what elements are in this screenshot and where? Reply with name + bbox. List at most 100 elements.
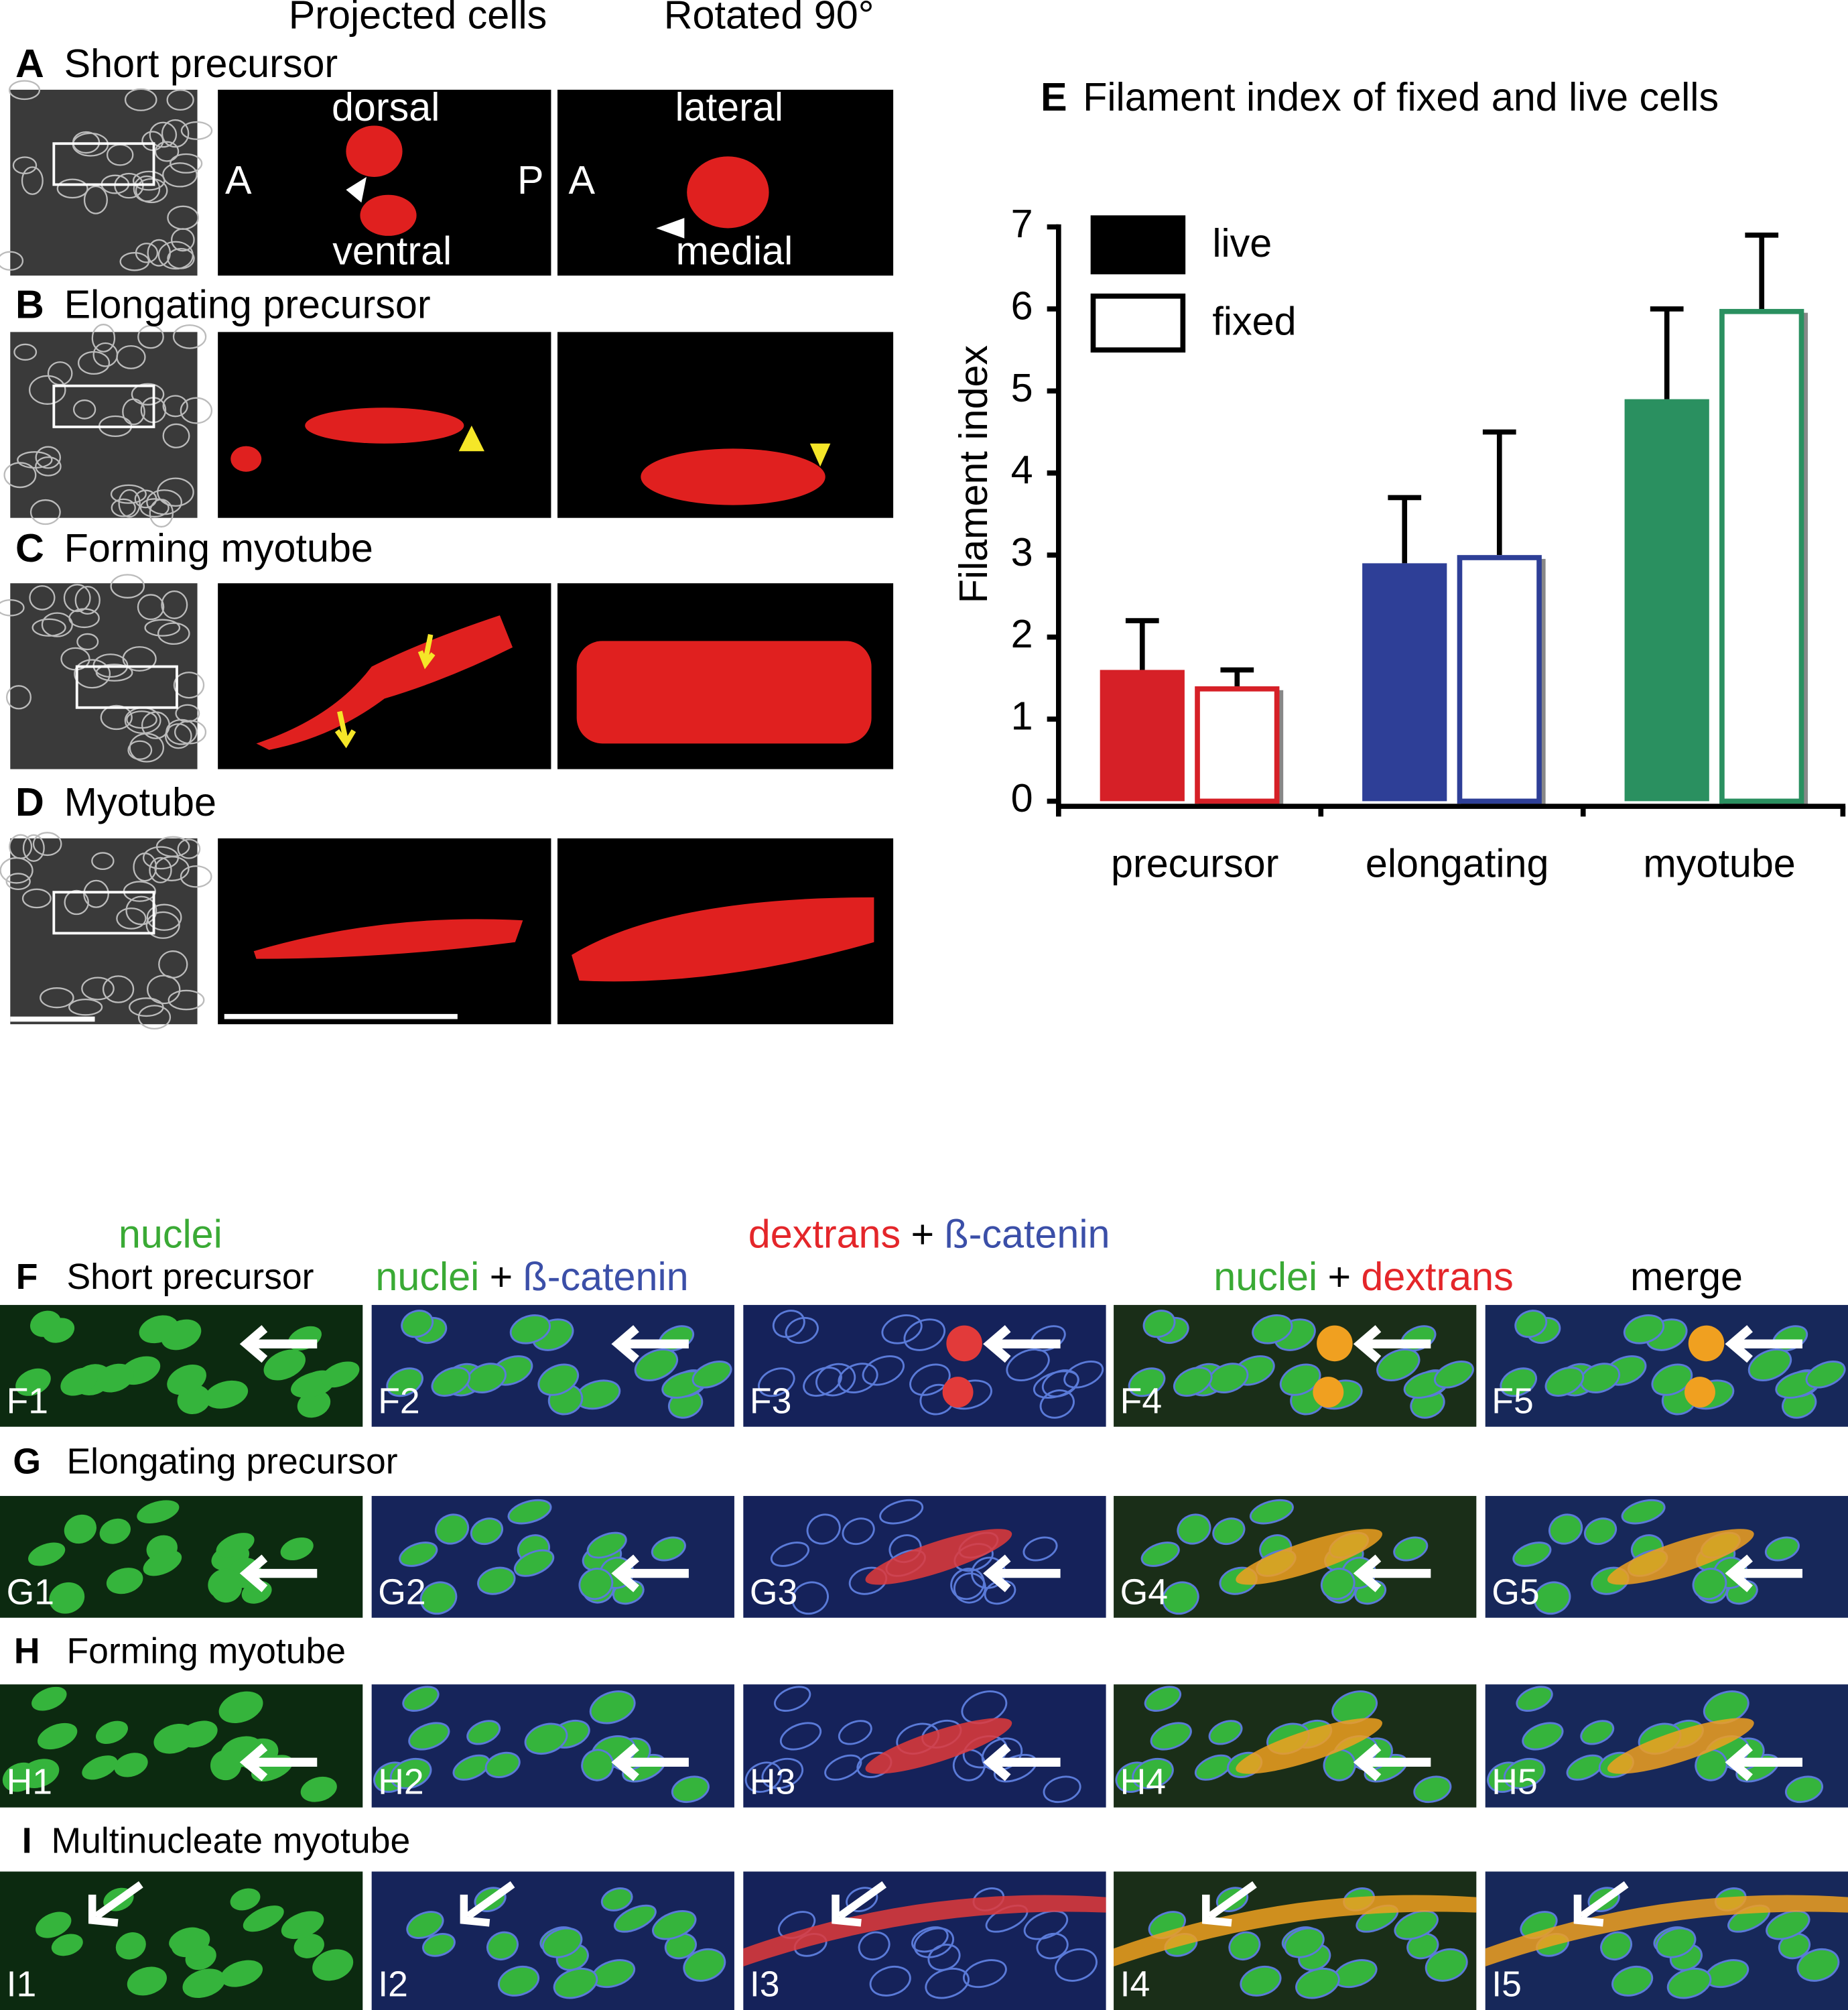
cell-outline	[56, 178, 88, 199]
nucleus	[220, 1960, 263, 1987]
nucleus	[477, 1566, 516, 1595]
cell-outline	[81, 977, 115, 1001]
nucleus	[1128, 1367, 1166, 1397]
y-tick-label: 1	[1011, 694, 1033, 739]
subpanel-label: G1	[7, 1572, 54, 1612]
cell-outline	[122, 646, 157, 672]
y-tick-label: 3	[1011, 529, 1033, 574]
subpanel-label: I1	[7, 1965, 37, 2005]
nucleus	[96, 1720, 128, 1745]
nucleus	[218, 1691, 263, 1724]
cell-outline	[118, 489, 141, 518]
nucleus	[1621, 1499, 1666, 1525]
cell-outline	[761, 1757, 804, 1789]
micrograph	[371, 1305, 734, 1427]
cell-outline	[971, 1556, 1006, 1589]
arrow	[983, 1554, 1061, 1592]
cell-outline	[149, 857, 172, 883]
inset-box	[52, 384, 155, 428]
arrow	[239, 1743, 318, 1781]
arrow	[1353, 1554, 1431, 1592]
cell-outline	[815, 1363, 856, 1397]
labelled-cell	[1607, 1718, 1754, 1774]
nucleus	[691, 1361, 732, 1389]
cell-outline	[744, 1761, 782, 1793]
subpanel-label: I2	[378, 1965, 408, 2005]
subpanel-label: G5	[1492, 1572, 1539, 1612]
nucleus	[509, 1314, 551, 1344]
cell-outline	[29, 585, 56, 611]
cell-outline	[68, 998, 103, 1016]
nucleus	[216, 1533, 255, 1558]
panel-letter: E	[1041, 74, 1067, 119]
cell-outline	[1036, 1932, 1069, 1960]
overview-image	[10, 332, 198, 518]
panel-letter: B	[15, 282, 44, 327]
cell-outline	[124, 88, 157, 111]
nucleus	[470, 1517, 504, 1546]
cell-outline	[116, 907, 147, 930]
cell-outline	[83, 879, 109, 908]
nucleus	[652, 1910, 697, 1940]
labelled-cell	[865, 1718, 1012, 1774]
cell-outline	[32, 832, 62, 857]
cell-outline	[162, 162, 198, 188]
header-part: ß-catenin	[944, 1211, 1110, 1256]
nucleus	[1623, 1314, 1665, 1344]
error-bar	[1650, 306, 1684, 399]
nucleus	[1692, 1568, 1727, 1600]
arrow	[1353, 1325, 1431, 1363]
cell-outline	[74, 586, 101, 615]
labelled-cell	[942, 1377, 974, 1408]
nucleus	[1544, 1367, 1585, 1397]
labelled-cell	[346, 125, 403, 177]
cell-outline	[1043, 1775, 1081, 1804]
nucleus	[1208, 1720, 1243, 1745]
bottom-images	[0, 1305, 1848, 2010]
subpanel-label: F3	[750, 1381, 792, 1421]
nucleus	[182, 1968, 226, 1999]
nucleus	[1249, 1499, 1294, 1525]
cell-outline	[147, 975, 181, 1005]
cell-outline	[126, 710, 157, 729]
labelled-cell	[572, 897, 874, 982]
cell-outline	[131, 383, 165, 405]
labelled-cell	[946, 1325, 982, 1362]
x-tick-label: precursor	[1111, 841, 1278, 886]
nucleus	[484, 1751, 521, 1778]
cell-outline	[35, 446, 62, 469]
labelled-cell	[1236, 1718, 1382, 1774]
header-part: +	[911, 1211, 934, 1256]
nucleus	[204, 1380, 249, 1409]
nucleus	[578, 1568, 614, 1600]
cell-outline	[125, 895, 157, 926]
nucleus	[524, 1722, 568, 1755]
cell-outline	[133, 853, 157, 882]
column-header: nuclei + dextrans	[1213, 1253, 1513, 1298]
cell-outline	[1055, 1948, 1098, 1982]
nucleus	[1413, 1775, 1452, 1804]
cell-outline	[110, 574, 145, 599]
nucleus	[1796, 1948, 1840, 1982]
cell-outline	[72, 399, 96, 420]
cell-outline	[91, 324, 116, 353]
micrograph	[1114, 1871, 1477, 2010]
micrograph-bg	[743, 1305, 1106, 1427]
cell-outline	[838, 1720, 872, 1745]
nucleus	[127, 1966, 167, 1996]
labelled-cell	[256, 615, 513, 750]
nucleus	[1655, 1927, 1697, 1958]
micrograph	[743, 1496, 1106, 1618]
nucleus	[19, 1759, 60, 1789]
micrograph	[1114, 1305, 1477, 1427]
nucleus	[537, 1363, 580, 1396]
micrograph	[371, 1684, 734, 1808]
micrograph	[0, 1684, 363, 1808]
header-part: +	[1327, 1253, 1351, 1298]
nucleus	[51, 1934, 83, 1956]
nucleus	[243, 1905, 284, 1932]
nucleus	[586, 1531, 627, 1559]
image-label: A	[225, 158, 252, 202]
cell-outline	[0, 599, 25, 617]
